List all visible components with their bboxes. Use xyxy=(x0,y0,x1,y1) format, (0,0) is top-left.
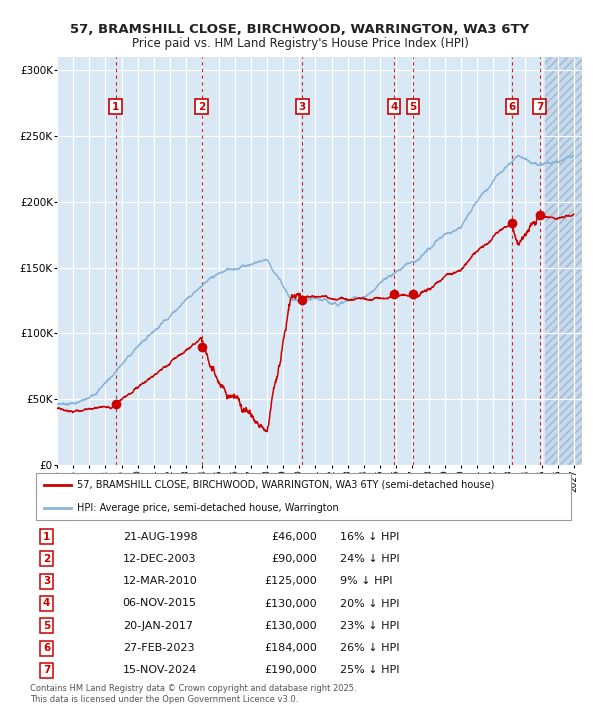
Text: Contains HM Land Registry data © Crown copyright and database right 2025.
This d: Contains HM Land Registry data © Crown c… xyxy=(29,684,356,704)
Text: 12-MAR-2010: 12-MAR-2010 xyxy=(122,577,197,586)
Text: 7: 7 xyxy=(43,665,50,675)
Text: 25% ↓ HPI: 25% ↓ HPI xyxy=(340,665,400,675)
Text: 12-DEC-2003: 12-DEC-2003 xyxy=(122,554,196,564)
Text: 6: 6 xyxy=(508,102,515,112)
Text: 9% ↓ HPI: 9% ↓ HPI xyxy=(340,577,392,586)
Text: 2: 2 xyxy=(43,554,50,564)
Text: £90,000: £90,000 xyxy=(272,554,317,564)
Text: 20-JAN-2017: 20-JAN-2017 xyxy=(122,621,193,630)
Text: 6: 6 xyxy=(43,643,50,653)
Bar xyxy=(545,57,582,465)
Text: 5: 5 xyxy=(43,621,50,630)
Text: 3: 3 xyxy=(43,577,50,586)
Text: £190,000: £190,000 xyxy=(265,665,317,675)
Text: 2: 2 xyxy=(198,102,205,112)
Text: Price paid vs. HM Land Registry's House Price Index (HPI): Price paid vs. HM Land Registry's House … xyxy=(131,37,469,50)
Text: £130,000: £130,000 xyxy=(265,599,317,608)
Text: 23% ↓ HPI: 23% ↓ HPI xyxy=(340,621,400,630)
Text: 7: 7 xyxy=(536,102,543,112)
Text: £125,000: £125,000 xyxy=(265,577,317,586)
Text: £184,000: £184,000 xyxy=(265,643,317,653)
Text: £130,000: £130,000 xyxy=(265,621,317,630)
Text: HPI: Average price, semi-detached house, Warrington: HPI: Average price, semi-detached house,… xyxy=(77,503,338,513)
Text: 4: 4 xyxy=(390,102,397,112)
Text: 4: 4 xyxy=(43,599,50,608)
Text: 16% ↓ HPI: 16% ↓ HPI xyxy=(340,532,399,542)
FancyBboxPatch shape xyxy=(35,473,571,520)
Text: 1: 1 xyxy=(112,102,119,112)
Text: 06-NOV-2015: 06-NOV-2015 xyxy=(122,599,197,608)
Text: 3: 3 xyxy=(299,102,306,112)
Text: 24% ↓ HPI: 24% ↓ HPI xyxy=(340,554,400,564)
Text: 21-AUG-1998: 21-AUG-1998 xyxy=(122,532,197,542)
Text: 27-FEB-2023: 27-FEB-2023 xyxy=(122,643,194,653)
Text: 57, BRAMSHILL CLOSE, BIRCHWOOD, WARRINGTON, WA3 6TY (semi-detached house): 57, BRAMSHILL CLOSE, BIRCHWOOD, WARRINGT… xyxy=(77,479,494,489)
Text: 5: 5 xyxy=(410,102,417,112)
Text: 15-NOV-2024: 15-NOV-2024 xyxy=(122,665,197,675)
Text: 1: 1 xyxy=(43,532,50,542)
Text: 20% ↓ HPI: 20% ↓ HPI xyxy=(340,599,400,608)
Bar xyxy=(545,57,582,465)
Text: £46,000: £46,000 xyxy=(272,532,317,542)
Text: 57, BRAMSHILL CLOSE, BIRCHWOOD, WARRINGTON, WA3 6TY: 57, BRAMSHILL CLOSE, BIRCHWOOD, WARRINGT… xyxy=(70,23,530,36)
Text: 26% ↓ HPI: 26% ↓ HPI xyxy=(340,643,400,653)
